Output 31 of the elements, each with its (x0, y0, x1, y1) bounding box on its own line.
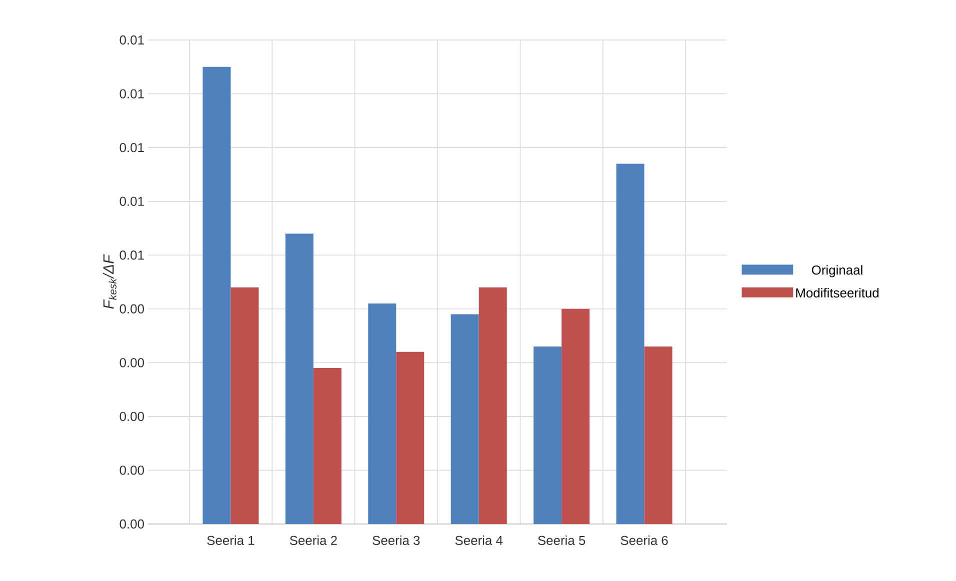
y-tick-label: 0.01 (120, 89, 144, 98)
x-tick-label: Seeria 3 (372, 536, 420, 546)
x-tick-label: Seeria 2 (290, 536, 337, 546)
x-tick-label: Seeria 5 (538, 536, 586, 546)
y-tick-label: 0.00 (120, 304, 144, 314)
bar (396, 352, 424, 524)
y-tick-label: 0.01 (120, 142, 144, 152)
bar (230, 287, 259, 524)
bar (644, 346, 672, 524)
legend-label: Originaal (812, 265, 862, 278)
y-tick-label: 0.01 (120, 250, 144, 260)
x-tick-label: Seeria 1 (207, 536, 254, 546)
bar (534, 346, 562, 524)
y-tick-label: 0.00 (120, 519, 144, 529)
bar (616, 164, 644, 524)
y-tick-label: 0.00 (120, 358, 144, 368)
y-tick-label: 0.01 (120, 196, 144, 206)
bar (562, 308, 590, 524)
x-tick-label: Seeria 4 (455, 536, 503, 546)
y-tick-label: 0.00 (120, 412, 144, 422)
y-axis-title: F$_{kesk}$/ΔF (102, 254, 116, 309)
legend-label: Modifitseeritud (796, 288, 878, 298)
bar (478, 287, 507, 524)
bar (450, 314, 479, 524)
bar (313, 368, 342, 524)
bar (202, 66, 231, 524)
y-tick-label: 0.00 (120, 466, 144, 475)
x-tick-label: Seeria 6 (620, 536, 668, 546)
y-tick-label: 0.01 (120, 35, 144, 45)
bar (368, 304, 396, 524)
bar (285, 234, 314, 524)
